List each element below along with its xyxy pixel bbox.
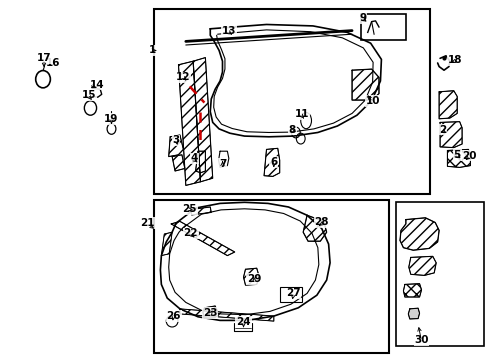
Text: 17: 17 <box>37 53 51 63</box>
Text: 22: 22 <box>183 228 198 238</box>
Text: 12: 12 <box>176 72 190 82</box>
Text: 23: 23 <box>203 308 217 318</box>
Text: 4: 4 <box>190 153 198 163</box>
Text: 1: 1 <box>149 45 156 55</box>
Text: 20: 20 <box>461 150 476 161</box>
Text: 25: 25 <box>182 204 197 214</box>
Text: 16: 16 <box>45 58 60 68</box>
Text: 8: 8 <box>288 125 295 135</box>
Bar <box>279 287 302 302</box>
Text: 10: 10 <box>365 96 379 106</box>
Text: 15: 15 <box>81 90 96 100</box>
Text: 30: 30 <box>413 335 428 345</box>
Text: 2: 2 <box>438 125 445 135</box>
Text: 29: 29 <box>246 274 261 284</box>
Text: 24: 24 <box>236 317 250 327</box>
Bar <box>154 200 388 353</box>
Text: 18: 18 <box>447 55 461 66</box>
Text: 27: 27 <box>285 288 300 298</box>
Text: 21: 21 <box>140 218 155 228</box>
Text: 5: 5 <box>453 150 460 160</box>
Text: 13: 13 <box>221 26 236 36</box>
Text: 26: 26 <box>166 311 181 321</box>
Text: 9: 9 <box>359 13 366 23</box>
Text: 19: 19 <box>104 114 119 124</box>
Text: 11: 11 <box>294 109 308 120</box>
Bar <box>154 9 429 194</box>
Bar <box>395 202 483 346</box>
Text: 7: 7 <box>218 159 226 169</box>
Text: 28: 28 <box>314 217 328 228</box>
Bar <box>360 14 405 40</box>
Text: 6: 6 <box>270 157 277 167</box>
Text: 3: 3 <box>172 135 179 145</box>
Polygon shape <box>407 308 419 319</box>
Text: 14: 14 <box>89 80 104 90</box>
